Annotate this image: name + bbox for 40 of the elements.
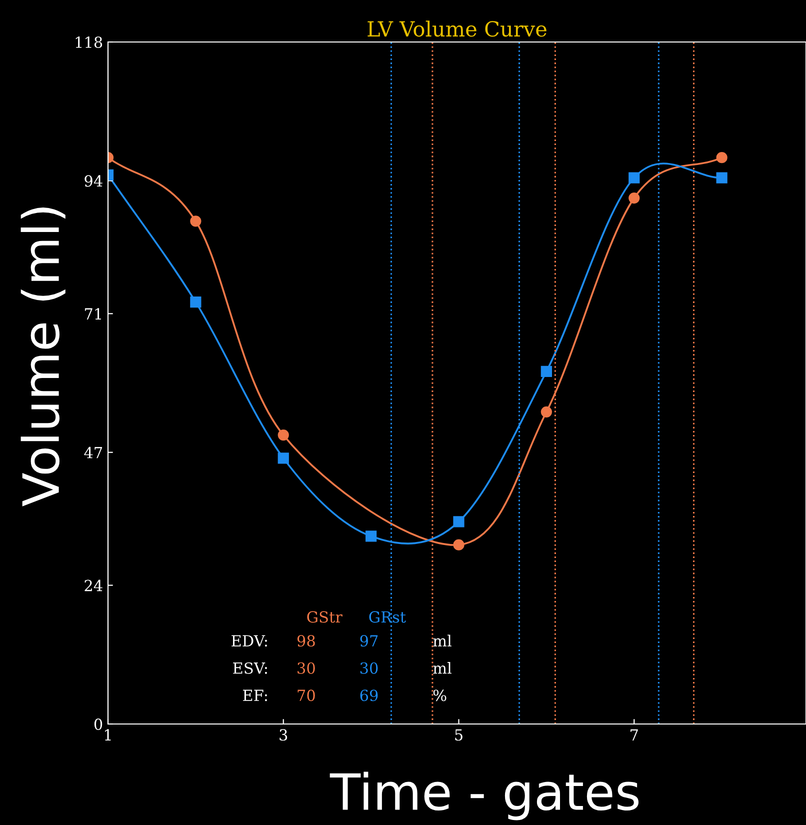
point bbox=[628, 172, 640, 184]
annotation: EF: bbox=[243, 690, 267, 702]
point bbox=[540, 366, 552, 377]
annotation: 98 bbox=[297, 635, 315, 647]
point bbox=[278, 429, 289, 441]
annotation: ml bbox=[433, 662, 452, 674]
point bbox=[366, 530, 377, 542]
annotation: EDV: bbox=[232, 635, 267, 647]
point bbox=[453, 539, 464, 550]
annotation: ESV: bbox=[233, 662, 267, 674]
point bbox=[716, 172, 728, 184]
point bbox=[628, 192, 640, 204]
x-tick-label: 3 bbox=[280, 729, 288, 741]
y-tick-label: 0 bbox=[94, 718, 102, 730]
point bbox=[278, 452, 289, 464]
chart-title: LV Volume Curve bbox=[368, 20, 546, 37]
y-tick-label: 118 bbox=[76, 36, 102, 48]
annotation: ml bbox=[433, 634, 452, 646]
x-tick-label: 5 bbox=[455, 729, 462, 741]
annotation: % bbox=[433, 690, 446, 702]
text: GRst bbox=[369, 611, 406, 623]
x-axis-title: Time - gates bbox=[330, 772, 639, 820]
y-axis-title: Volume (ml) bbox=[20, 208, 66, 506]
x-tick-label: 7 bbox=[630, 729, 638, 740]
text: GStr bbox=[307, 611, 342, 623]
annotation: 69 bbox=[360, 690, 378, 702]
annotation: 97 bbox=[360, 635, 378, 647]
point bbox=[453, 516, 464, 528]
point bbox=[540, 406, 552, 418]
point bbox=[190, 296, 202, 308]
y-tick-label: 24 bbox=[84, 580, 102, 592]
y-tick-label: 47 bbox=[84, 446, 102, 458]
point bbox=[190, 216, 202, 227]
x-tick-label: 1 bbox=[105, 729, 111, 740]
annotation: 30 bbox=[298, 662, 315, 674]
annotation: 30 bbox=[360, 662, 378, 674]
y-tick-label: 94 bbox=[84, 175, 102, 187]
y-tick-label: 71 bbox=[84, 308, 101, 320]
point bbox=[716, 152, 728, 164]
annotation: 70 bbox=[298, 690, 315, 702]
